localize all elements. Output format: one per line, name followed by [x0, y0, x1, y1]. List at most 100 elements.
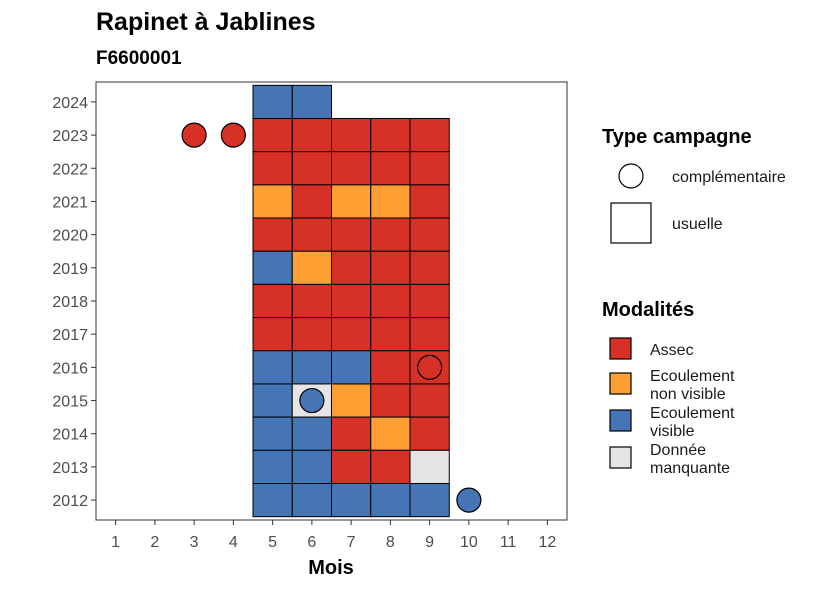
legend-label-manquante: Donnée manquante [650, 442, 730, 477]
legend-swatch-assec [609, 337, 632, 360]
legend-modalites: Modalités Assec Ecoulement non visibleEcou… [602, 299, 735, 477]
tile-2017-7 [331, 317, 372, 352]
legend-title-type: Type campagne [602, 126, 752, 148]
tile-2021-9 [409, 184, 450, 219]
point-2023-3 [181, 122, 207, 148]
tile-2019-8 [370, 250, 411, 285]
tile-2019-5 [252, 250, 293, 285]
tile-2013-6 [291, 449, 332, 484]
tile-2015-5 [252, 383, 293, 418]
y-axis: 2012 2013 2014 2015 2016 2017 2018 2019 2020 2021… [52, 95, 96, 510]
tile-2020-8 [370, 217, 411, 252]
x-tick-label-9: 9 [425, 534, 434, 551]
tile-2014-7 [331, 416, 372, 451]
x-axis: 1 2 3 4 5 6 7 8 9 10 11 12 [111, 520, 556, 551]
x-tick-label-8: 8 [386, 534, 395, 551]
tile-2013-9 [409, 449, 450, 484]
tile-2012-6 [291, 483, 332, 518]
x-tick-label-2: 2 [150, 534, 159, 551]
legend-square-symbol [610, 202, 652, 244]
y-tick-label-2012: 2012 [52, 493, 88, 510]
y-tick-label-2019: 2019 [52, 261, 88, 278]
x-tick-label-4: 4 [229, 534, 238, 551]
tile-2017-5 [252, 317, 293, 352]
tile-2017-6 [291, 317, 332, 352]
y-tick-label-2022: 2022 [52, 161, 88, 178]
tile-2023-6 [291, 118, 332, 153]
tile-2022-6 [291, 151, 332, 186]
tile-2013-7 [331, 449, 372, 484]
tile-2020-9 [409, 217, 450, 252]
tile-2024-5 [252, 84, 293, 120]
tile-2022-9 [409, 151, 450, 186]
legend-label-usuelle: usuelle [672, 216, 723, 233]
x-tick-label-5: 5 [268, 534, 277, 551]
tile-2022-5 [252, 151, 293, 186]
tile-2013-5 [252, 449, 293, 484]
tile-2015-7 [331, 383, 372, 418]
tile-2014-8 [370, 416, 411, 451]
tile-2014-5 [252, 416, 293, 451]
chart-title: Rapinet à Jablines [96, 8, 316, 36]
tile-2012-9 [409, 483, 450, 518]
x-tick-label-3: 3 [190, 534, 199, 551]
legend-label-nonvis: Ecoulement non visible [650, 368, 735, 403]
tile-2014-9 [409, 416, 450, 451]
chart-subtitle: F6600001 [96, 48, 182, 69]
x-axis-title: Mois [308, 557, 354, 579]
legend-swatch-manquante [609, 446, 632, 469]
tile-2021-5 [252, 184, 293, 219]
point-2023-4 [220, 122, 246, 148]
x-tick-label-11: 11 [500, 534, 517, 551]
point-2016-9 [417, 354, 443, 380]
tile-2023-7 [331, 118, 372, 153]
x-tick-label-6: 6 [307, 534, 316, 551]
y-tick-label-2023: 2023 [52, 128, 88, 145]
y-tick-label-2024: 2024 [52, 95, 88, 112]
point-2015-6 [299, 387, 325, 414]
tile-layer [252, 84, 450, 518]
x-tick-label-10: 10 [460, 534, 478, 551]
point-layer [181, 122, 482, 513]
tile-2022-8 [370, 151, 411, 186]
tile-2019-9 [409, 250, 450, 285]
y-tick-label-2016: 2016 [52, 360, 88, 377]
tile-2015-9 [409, 383, 450, 418]
y-tick-label-2018: 2018 [52, 294, 88, 311]
tile-2018-7 [331, 283, 372, 319]
tile-2021-7 [331, 184, 372, 219]
legend-label-visible: Ecoulement visible [650, 405, 735, 440]
y-tick-label-2020: 2020 [52, 228, 88, 245]
legend-label-assec: Assec [650, 342, 694, 359]
tile-2020-6 [291, 217, 332, 252]
tile-2012-5 [252, 483, 293, 518]
tile-2017-8 [370, 317, 411, 352]
legend-title-modalites: Modalités [602, 299, 694, 321]
tile-2018-9 [409, 283, 450, 319]
tile-2020-5 [252, 217, 293, 252]
legend-swatch-visible [609, 409, 632, 432]
tile-2021-6 [291, 184, 332, 219]
legend-swatch-nonvis [609, 372, 632, 395]
tile-2018-8 [370, 283, 411, 319]
tile-2018-5 [252, 283, 293, 319]
y-tick-label-2013: 2013 [52, 460, 88, 477]
tile-2024-6 [291, 84, 332, 120]
tile-2012-8 [370, 483, 411, 518]
y-tick-label-2017: 2017 [52, 327, 88, 344]
tile-2013-8 [370, 449, 411, 484]
tile-2016-6 [291, 350, 332, 385]
y-tick-label-2021: 2021 [52, 194, 88, 211]
tile-2023-8 [370, 118, 411, 153]
tile-2019-6 [291, 250, 332, 285]
tile-2022-7 [331, 151, 372, 186]
legend-label-complementaire: complémentaire [672, 169, 786, 186]
tile-2016-7 [331, 350, 372, 385]
tile-2023-5 [252, 118, 293, 153]
tile-2012-7 [331, 483, 372, 518]
tile-2015-8 [370, 383, 411, 418]
x-tick-label-1: 1 [111, 534, 120, 551]
tile-2023-9 [409, 118, 450, 153]
